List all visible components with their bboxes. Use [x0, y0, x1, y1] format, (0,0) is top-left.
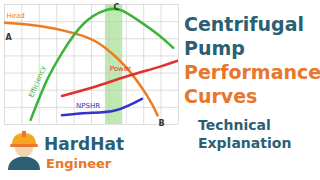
svg-text:NPSHR: NPSHR [76, 102, 100, 110]
svg-text:Engineer: Engineer [46, 156, 112, 171]
svg-text:HardHat: HardHat [44, 134, 124, 154]
svg-text:A: A [6, 33, 13, 42]
html-text:Curves: Curves [184, 85, 258, 107]
html-text:Explanation: Explanation [198, 135, 292, 151]
svg-text:C: C [113, 3, 119, 12]
html-text:Technical: Technical [198, 117, 271, 133]
svg-text:Power: Power [110, 65, 131, 73]
svg-text:Efficiency: Efficiency [27, 65, 47, 99]
svg-text:Head: Head [7, 12, 25, 20]
html-text:Pump: Pump [184, 37, 245, 59]
html-text:Centrifugal: Centrifugal [184, 13, 305, 35]
svg-text:B: B [159, 119, 165, 128]
